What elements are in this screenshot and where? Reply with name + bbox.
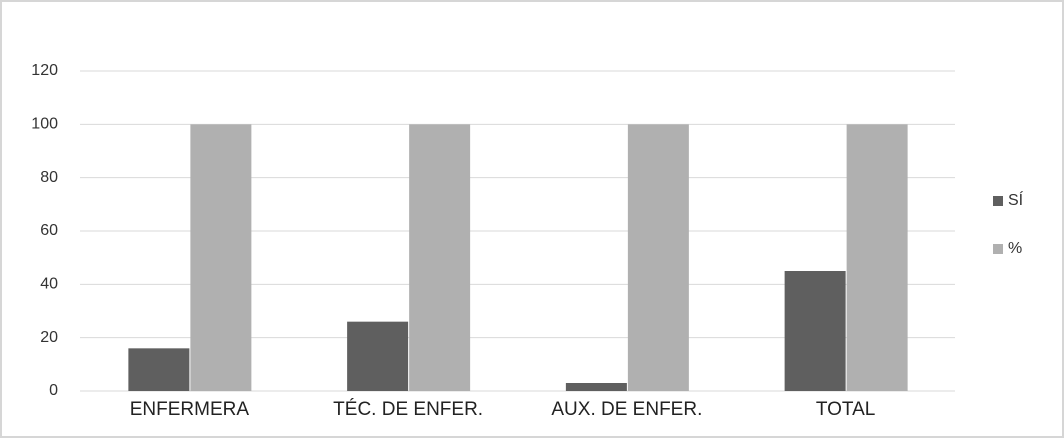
y-tick-label: 20 [40,329,58,346]
bar [627,124,689,391]
y-tick-label: 100 [31,116,58,133]
x-tick-label: TOTAL [816,399,875,420]
y-tick-label: 40 [40,276,58,293]
x-tick-label: ENFERMERA [130,399,250,420]
x-tick-label: TÉC. DE ENFER. [333,399,483,420]
y-tick-label: 0 [49,382,58,399]
y-tick-label: 60 [40,222,58,239]
bar [565,383,627,391]
x-tick-label: AUX. DE ENFER. [551,399,702,420]
bar [784,271,846,391]
bar [190,124,252,391]
y-tick-label: 80 [40,169,58,186]
legend-label: SÍ [1008,190,1024,209]
legend-label: % [1008,240,1022,257]
bar [128,348,190,391]
bar [846,124,908,391]
y-tick-label: 120 [31,62,58,79]
bar [347,321,409,391]
legend-swatch [993,244,1003,254]
legend-swatch [993,196,1003,206]
bar [409,124,471,391]
